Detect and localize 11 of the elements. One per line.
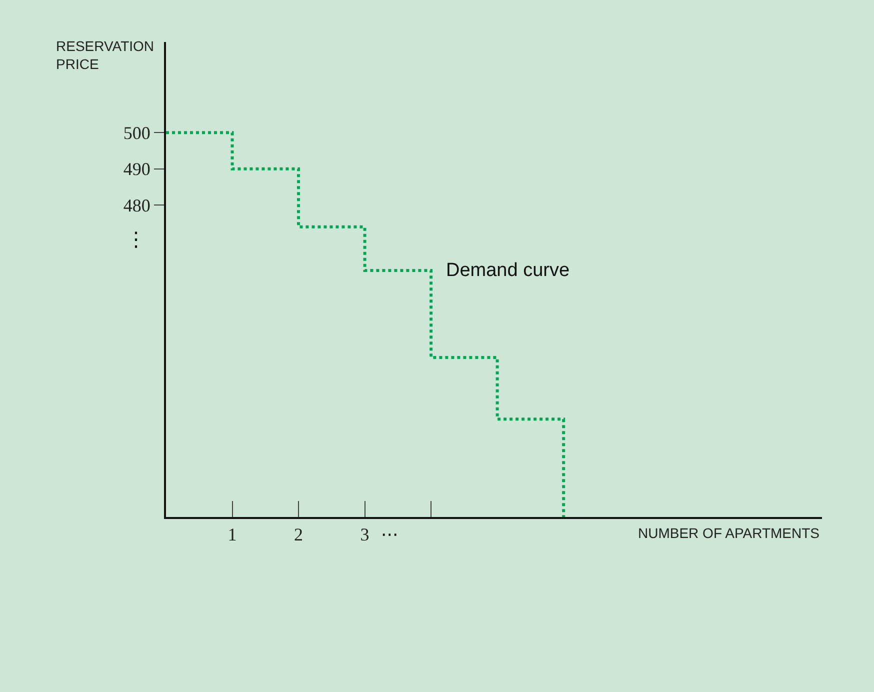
- x-tick-label: 1: [228, 524, 237, 545]
- text: ···: [381, 525, 398, 546]
- annotation: Demand curve: [446, 260, 570, 281]
- y-tick-label: 500: [123, 122, 150, 143]
- x-tick-label: 2: [294, 524, 304, 545]
- y-tick-label: 490: [123, 159, 150, 180]
- x-tick-label: 3: [360, 524, 370, 545]
- y-tick-label: 480: [123, 195, 150, 216]
- x-axis-title: NUMBER OF APARTMENTS: [638, 525, 820, 541]
- text: ⋮: [126, 227, 146, 251]
- y-axis-title: RESERVATION PRICE: [56, 38, 154, 72]
